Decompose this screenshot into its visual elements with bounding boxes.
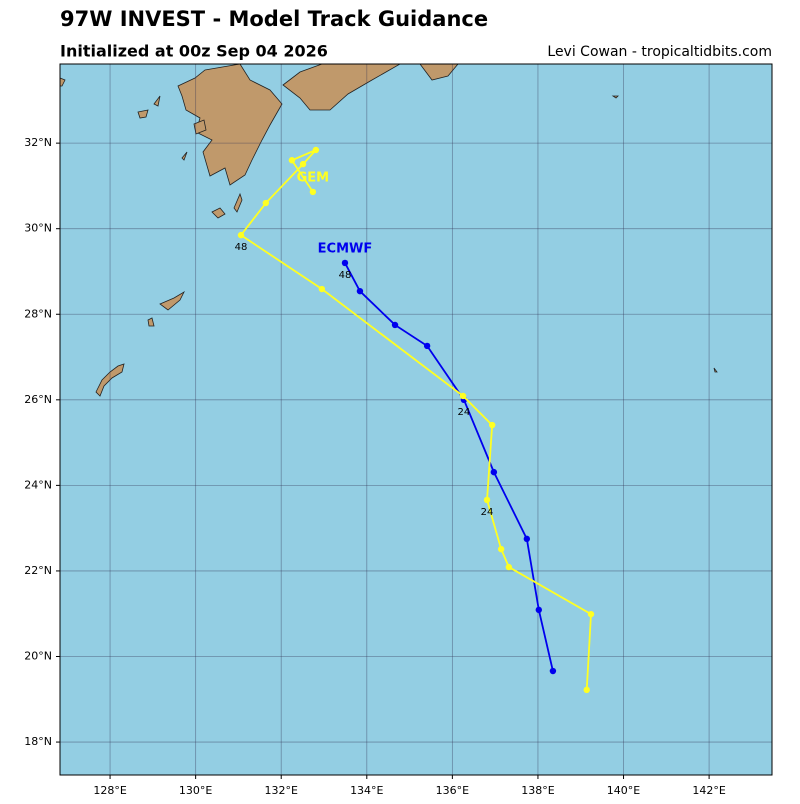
track-point <box>459 392 467 400</box>
forecast-hour-label: 24 <box>458 407 471 418</box>
y-tick-label: 20°N <box>24 650 52 663</box>
y-tick-label: 26°N <box>24 393 52 406</box>
y-tick-label: 18°N <box>24 735 52 748</box>
track-point <box>490 468 498 476</box>
track-point <box>497 545 505 553</box>
x-tick-label: 138°E <box>521 784 554 797</box>
forecast-hour-label: 24 <box>481 507 494 518</box>
map-layer: ECMWF GEM 24 48 24 48 <box>60 64 772 775</box>
forecast-hour-label: 48 <box>235 242 248 253</box>
land <box>60 64 718 397</box>
x-tick-label: 136°E <box>436 784 469 797</box>
track-point <box>309 188 317 196</box>
track-point <box>523 535 531 543</box>
y-tick-label: 28°N <box>24 307 52 320</box>
x-tick-label: 142°E <box>692 784 725 797</box>
track-point <box>299 160 307 168</box>
track-point <box>318 285 326 293</box>
track-name: GEM <box>297 170 330 185</box>
track-point <box>423 342 431 350</box>
track-point <box>483 496 491 504</box>
track-point <box>288 157 296 164</box>
track-point <box>535 606 543 614</box>
track-point <box>488 421 496 429</box>
forecast-hour-label: 48 <box>339 270 352 281</box>
track-point <box>549 667 557 675</box>
track-point <box>237 231 245 239</box>
ocean <box>60 64 772 775</box>
track-point <box>312 146 320 154</box>
track-name: ECMWF <box>318 241 373 256</box>
track-point <box>505 563 513 571</box>
track-point <box>391 321 399 329</box>
track-point <box>262 199 270 207</box>
x-tick-label: 140°E <box>607 784 640 797</box>
x-tick-label: 132°E <box>264 784 297 797</box>
y-tick-label: 30°N <box>24 222 52 235</box>
y-tick-label: 32°N <box>24 136 52 149</box>
credit: Levi Cowan - tropicaltidbits.com <box>547 44 772 60</box>
track-point <box>356 287 364 295</box>
chart-subtitle: Initialized at 00z Sep 04 2026 <box>60 42 328 61</box>
track-point <box>341 259 349 267</box>
x-tick-label: 130°E <box>179 784 212 797</box>
x-tick-label: 134°E <box>350 784 383 797</box>
y-tick-label: 24°N <box>24 478 52 491</box>
track-point <box>583 686 590 694</box>
track-point <box>587 610 595 618</box>
chart-title: 97W INVEST - Model Track Guidance <box>60 7 488 31</box>
x-tick-label: 128°E <box>93 784 126 797</box>
y-tick-label: 22°N <box>24 564 52 577</box>
frame <box>59 63 773 776</box>
